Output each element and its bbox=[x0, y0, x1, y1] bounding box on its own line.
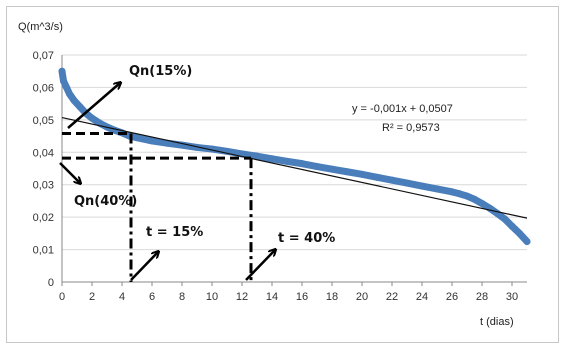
data-point bbox=[63, 83, 70, 91]
y-tick-labels: 0 0,01 0,02 0,03 0,04 0,05 0,06 0,07 bbox=[33, 50, 54, 289]
x-tick-label: 2 bbox=[89, 291, 95, 303]
axes bbox=[61, 55, 527, 286]
data-point bbox=[501, 215, 508, 223]
data-point bbox=[283, 157, 291, 165]
data-point bbox=[313, 163, 321, 171]
guide-lines bbox=[62, 131, 253, 282]
t40-arrow bbox=[245, 250, 275, 281]
y-tick-label: 0,03 bbox=[33, 180, 54, 192]
data-point bbox=[70, 96, 78, 104]
y-tick-label: 0,01 bbox=[33, 245, 54, 257]
y-tick-label: 0,07 bbox=[33, 50, 54, 62]
x-tick-label: 10 bbox=[206, 291, 218, 303]
x-tick-label: 14 bbox=[266, 291, 278, 303]
t15-label: t = 15% bbox=[146, 225, 203, 240]
data-point bbox=[88, 114, 96, 122]
y-tick-label: 0,05 bbox=[33, 115, 54, 127]
data-point bbox=[478, 200, 486, 208]
x-tick-labels: 0 2 4 6 8 10 12 14 16 18 20 22 24 26 28 30 bbox=[59, 291, 518, 303]
x-tick-label: 4 bbox=[119, 291, 125, 303]
trendline-layer bbox=[61, 117, 528, 219]
data-point bbox=[471, 195, 478, 203]
data-point bbox=[133, 134, 141, 142]
data-point bbox=[448, 188, 456, 196]
data-point bbox=[298, 160, 306, 168]
qn15-arrow bbox=[67, 83, 120, 129]
x-tick-label: 30 bbox=[506, 291, 518, 303]
chart-frame bbox=[6, 6, 559, 343]
x-tick-label: 8 bbox=[179, 291, 185, 303]
x-tick-label: 20 bbox=[356, 291, 368, 303]
data-point bbox=[163, 139, 171, 147]
x-tick-label: 16 bbox=[296, 291, 308, 303]
series-layer bbox=[58, 67, 531, 245]
data-point bbox=[66, 90, 73, 98]
data-point bbox=[343, 168, 351, 176]
t40-label: t = 40% bbox=[278, 231, 335, 246]
y-tick-label: 0,06 bbox=[33, 82, 54, 94]
data-point bbox=[456, 190, 463, 198]
data-point bbox=[516, 229, 523, 237]
x-tick-label: 28 bbox=[476, 291, 488, 303]
y-tick-label: 0 bbox=[48, 277, 54, 289]
data-point bbox=[403, 179, 411, 187]
x-tick-label: 22 bbox=[386, 291, 398, 303]
data-point bbox=[373, 173, 381, 181]
data-point bbox=[76, 103, 84, 111]
data-point bbox=[388, 176, 396, 184]
data-point bbox=[268, 155, 276, 163]
data-point bbox=[508, 222, 516, 230]
y-tick-label: 0,04 bbox=[33, 147, 54, 159]
data-point bbox=[193, 143, 201, 151]
y-tick-label: 0,02 bbox=[33, 212, 54, 224]
data-point bbox=[523, 237, 531, 245]
data-point bbox=[60, 77, 67, 85]
data-point bbox=[148, 137, 156, 145]
x-tick-label: 18 bbox=[326, 291, 338, 303]
x-tick-label: 6 bbox=[149, 291, 155, 303]
x-tick-label: 24 bbox=[416, 291, 428, 303]
x-tick-label: 26 bbox=[446, 291, 458, 303]
data-point bbox=[253, 152, 261, 160]
data-point bbox=[463, 192, 471, 200]
t15-arrow bbox=[130, 252, 158, 281]
data-point bbox=[328, 165, 336, 173]
y-axis-label: Q(m^3/s) bbox=[18, 21, 63, 33]
qn40-arrow bbox=[59, 162, 80, 183]
x-axis-label: t (dias) bbox=[480, 316, 514, 328]
r-squared: R² = 0,9573 bbox=[382, 122, 440, 134]
data-point bbox=[58, 67, 66, 75]
data-point bbox=[358, 170, 366, 178]
x-tick-label: 0 bbox=[59, 291, 65, 303]
x-tick-label: 12 bbox=[236, 291, 248, 303]
data-point bbox=[418, 182, 426, 190]
trendline-equation: y = -0,001x + 0,0507 bbox=[352, 103, 453, 115]
qn40-label: Qn(40%) bbox=[74, 194, 137, 209]
qn15-label: Qn(15%) bbox=[129, 64, 192, 79]
data-point bbox=[433, 185, 441, 193]
trendline bbox=[61, 117, 528, 219]
arrows bbox=[59, 83, 275, 281]
